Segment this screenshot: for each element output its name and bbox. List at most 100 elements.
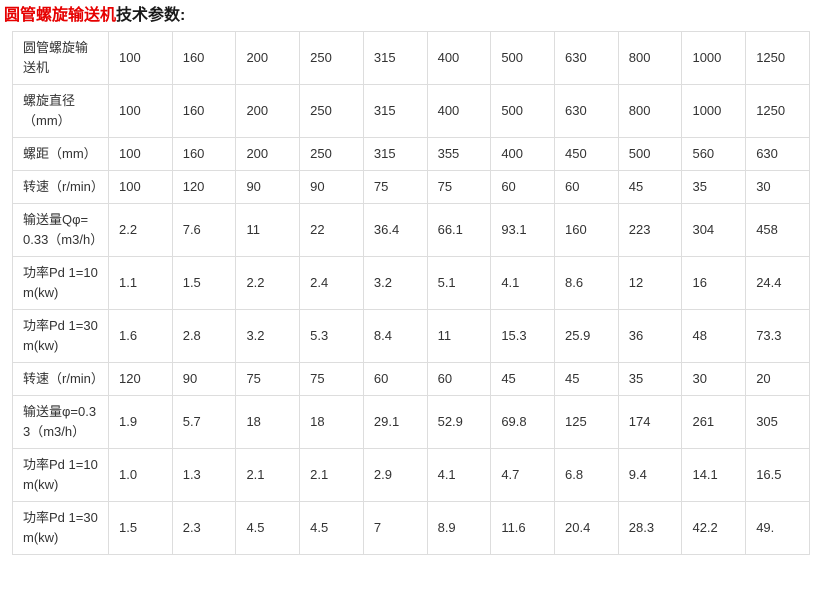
value-cell: 250 xyxy=(299,137,364,171)
value-cell: 560 xyxy=(681,137,747,171)
value-cell: 100 xyxy=(108,84,173,138)
table-row: 圆管螺旋输送机 100 160 200 250 315 400 500 630 800 1000 12… xyxy=(12,31,810,85)
value-cell: 18 xyxy=(299,395,364,449)
table-body: 圆管螺旋输送机 100 160 200 250 315 400 500 630 800 1000 12… xyxy=(12,31,810,555)
value-cell: 1.5 xyxy=(108,501,173,555)
value-cell: 305 xyxy=(745,395,810,449)
value-cell: 25.9 xyxy=(554,309,619,363)
value-cell: 52.9 xyxy=(426,395,492,449)
value-cell: 11 xyxy=(235,203,301,257)
value-cell: 160 xyxy=(554,203,619,257)
value-cell: 35 xyxy=(617,362,683,396)
value-cell: 355 xyxy=(426,137,492,171)
row-label-cell: 圆管螺旋输送机 xyxy=(12,31,109,85)
value-cell: 4.5 xyxy=(235,501,301,555)
value-cell: 1250 xyxy=(745,84,810,138)
value-cell: 30 xyxy=(745,170,810,204)
value-cell: 400 xyxy=(426,84,492,138)
value-cell: 60 xyxy=(554,170,619,204)
value-cell: 450 xyxy=(554,137,619,171)
value-cell: 14.1 xyxy=(681,448,747,502)
value-cell: 90 xyxy=(235,170,301,204)
value-cell: 200 xyxy=(235,31,301,85)
table-row: 输送量φ=0.33（m3/h） 1.9 5.7 18 18 29.1 52.9 69.8 125… xyxy=(12,395,810,449)
value-cell: 2.1 xyxy=(235,448,301,502)
row-label-cell: 螺旋直径（mm） xyxy=(12,84,109,138)
value-cell: 22 xyxy=(299,203,364,257)
value-cell: 2.9 xyxy=(362,448,428,502)
table-row: 转速（r/min） 120 90 75 75 60 60 45 45 35 30 20 xyxy=(12,362,810,396)
table-row: 功率Pd 1=10 m(kw) 1.1 1.5 2.2 2.4 3.2 5.1 4.1 8.6 1… xyxy=(12,256,810,310)
value-cell: 1.9 xyxy=(108,395,173,449)
value-cell: 60 xyxy=(426,362,492,396)
value-cell: 20 xyxy=(745,362,810,396)
value-cell: 174 xyxy=(617,395,683,449)
table-row: 螺距（mm） 100 160 200 250 315 355 400 450 500 560 630 xyxy=(12,137,810,171)
value-cell: 1.0 xyxy=(108,448,173,502)
value-cell: 315 xyxy=(362,84,428,138)
value-cell: 100 xyxy=(108,170,173,204)
value-cell: 400 xyxy=(426,31,492,85)
value-cell: 5.3 xyxy=(299,309,364,363)
value-cell: 7.6 xyxy=(171,203,237,257)
value-cell: 16.5 xyxy=(745,448,810,502)
value-cell: 90 xyxy=(171,362,237,396)
value-cell: 223 xyxy=(617,203,683,257)
value-cell: 75 xyxy=(235,362,301,396)
value-cell: 5.1 xyxy=(426,256,492,310)
value-cell: 36 xyxy=(617,309,683,363)
row-label-cell: 功率Pd 1=30 m(kw) xyxy=(12,309,109,363)
value-cell: 1.5 xyxy=(171,256,237,310)
value-cell: 4.5 xyxy=(299,501,364,555)
value-cell: 11.6 xyxy=(490,501,556,555)
page-title-product-name: 圆管螺旋输送机 xyxy=(4,7,117,24)
value-cell: 3.2 xyxy=(362,256,428,310)
value-cell: 630 xyxy=(554,31,619,85)
value-cell: 24.4 xyxy=(745,256,810,310)
value-cell: 9.4 xyxy=(617,448,683,502)
value-cell: 500 xyxy=(617,137,683,171)
value-cell: 261 xyxy=(681,395,747,449)
row-label-cell: 功率Pd 1=10 m(kw) xyxy=(12,256,109,310)
row-label-cell: 输送量Qφ=0.33（m3/h） xyxy=(12,203,109,257)
value-cell: 29.1 xyxy=(362,395,428,449)
value-cell: 400 xyxy=(490,137,556,171)
row-label-cell: 转速（r/min） xyxy=(12,170,109,204)
value-cell: 2.1 xyxy=(299,448,364,502)
value-cell: 630 xyxy=(554,84,619,138)
value-cell: 20.4 xyxy=(554,501,619,555)
value-cell: 1250 xyxy=(745,31,810,85)
value-cell: 1.1 xyxy=(108,256,173,310)
value-cell: 500 xyxy=(490,84,556,138)
value-cell: 75 xyxy=(362,170,428,204)
value-cell: 2.2 xyxy=(108,203,173,257)
value-cell: 100 xyxy=(108,137,173,171)
value-cell: 18 xyxy=(235,395,301,449)
value-cell: 2.3 xyxy=(171,501,237,555)
row-label-cell: 功率Pd 1=30 m(kw) xyxy=(12,501,109,555)
table-row: 转速（r/min） 100 120 90 90 75 75 60 60 45 35 30 xyxy=(12,170,810,204)
value-cell: 160 xyxy=(171,31,237,85)
table-row: 功率Pd 1=10 m(kw) 1.0 1.3 2.1 2.1 2.9 4.1 4.7 6.8 9… xyxy=(12,448,810,502)
value-cell: 160 xyxy=(171,137,237,171)
value-cell: 45 xyxy=(617,170,683,204)
value-cell: 60 xyxy=(362,362,428,396)
value-cell: 4.1 xyxy=(426,448,492,502)
value-cell: 8.6 xyxy=(554,256,619,310)
value-cell: 120 xyxy=(171,170,237,204)
value-cell: 49. xyxy=(745,501,810,555)
value-cell: 800 xyxy=(617,31,683,85)
value-cell: 45 xyxy=(490,362,556,396)
value-cell: 36.4 xyxy=(362,203,428,257)
value-cell: 1.6 xyxy=(108,309,173,363)
value-cell: 1.3 xyxy=(171,448,237,502)
value-cell: 250 xyxy=(299,31,364,85)
value-cell: 48 xyxy=(681,309,747,363)
value-cell: 42.2 xyxy=(681,501,747,555)
value-cell: 8.4 xyxy=(362,309,428,363)
value-cell: 11 xyxy=(426,309,492,363)
value-cell: 2.8 xyxy=(171,309,237,363)
value-cell: 458 xyxy=(745,203,810,257)
value-cell: 30 xyxy=(681,362,747,396)
